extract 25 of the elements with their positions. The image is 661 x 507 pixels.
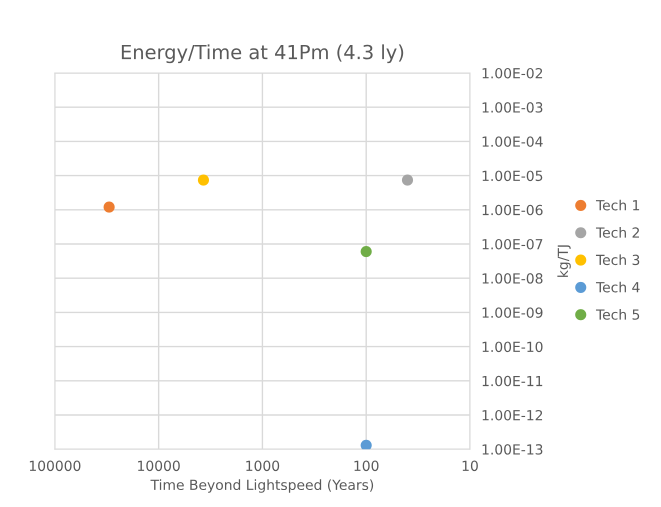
y-tick-label: 1.00E-09 bbox=[482, 307, 542, 318]
y-tick-label: 1.00E-06 bbox=[482, 204, 543, 216]
y-tick-label: 1.00E-13 bbox=[482, 444, 542, 455]
x-tick-label: 1000 bbox=[246, 460, 280, 472]
y-tick-label: 1.00E-02 bbox=[482, 68, 542, 78]
legend-label: Tech 4 bbox=[596, 282, 640, 292]
y-tick-label: 1.00E-05 bbox=[482, 170, 542, 182]
x-axis-title: Time Beyond Lightspeed (Years) bbox=[150, 479, 374, 493]
legend-label: Tech 5 bbox=[596, 309, 640, 320]
x-tick-label: 10000 bbox=[138, 460, 180, 472]
y-tick-label: 1.00E-12 bbox=[482, 410, 542, 420]
y-tick-label: 1.00E-03 bbox=[482, 102, 542, 113]
y-tick-label: 1.00E-04 bbox=[482, 136, 543, 147]
x-tick-label: 100 bbox=[354, 460, 379, 472]
y-tick-label: 1.00E-07 bbox=[482, 238, 542, 250]
legend-label: Tech 1 bbox=[596, 200, 640, 210]
legend-label: Tech 2 bbox=[596, 227, 639, 238]
y-tick-label: 1.00E-11 bbox=[482, 376, 542, 386]
legend-label: Tech 3 bbox=[596, 254, 640, 266]
y-tick-label: 1.00E-08 bbox=[482, 273, 543, 284]
chart-title: Energy/Time at 41Pm (4.3 ly) bbox=[122, 44, 404, 64]
y-tick-label: 1.00E-10 bbox=[482, 342, 543, 352]
y-axis-title: kg/TJ bbox=[557, 245, 571, 277]
x-tick-label: 10 bbox=[462, 460, 478, 472]
x-tick-label: 100000 bbox=[30, 460, 80, 472]
